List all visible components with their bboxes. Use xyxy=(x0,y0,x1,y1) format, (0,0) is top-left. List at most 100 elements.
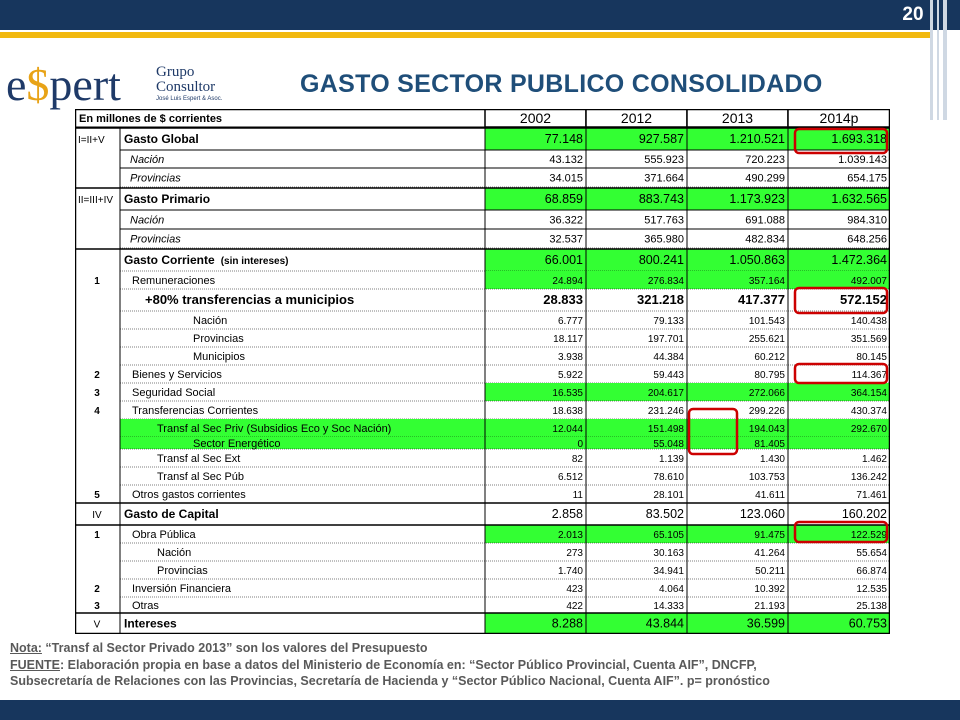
row-value: 720.223 xyxy=(745,154,785,166)
row-code: 3 xyxy=(94,601,100,612)
row-value: 44.384 xyxy=(653,352,684,363)
row-value: 55.654 xyxy=(856,548,887,559)
row-value: 65.105 xyxy=(653,530,684,541)
decorative-stripe xyxy=(937,0,939,120)
row-value: 422 xyxy=(566,601,583,612)
row-value: 82 xyxy=(572,454,584,465)
row-value: 71.461 xyxy=(856,490,887,501)
row-value: 4.064 xyxy=(659,584,684,595)
row-label: Inversión Financiera xyxy=(132,583,232,595)
red-highlight-box xyxy=(687,407,739,456)
row-label: Transferencias Corrientes xyxy=(132,405,259,417)
row-value: 492.007 xyxy=(851,276,888,287)
row-value: 59.443 xyxy=(653,370,684,381)
row-value: 423 xyxy=(566,584,583,595)
row-label: Provincias xyxy=(193,333,244,345)
row-value: 1.210.521 xyxy=(729,132,785,146)
row-value: 927.587 xyxy=(639,132,684,146)
row-value: 68.859 xyxy=(545,192,583,206)
source-line: FUENTE: Elaboración propia en base a dat… xyxy=(10,657,950,674)
row-label: Gasto Global xyxy=(124,132,199,146)
row-value: 16.535 xyxy=(552,388,583,399)
row-value: 123.060 xyxy=(740,507,785,521)
row-value: 482.834 xyxy=(745,234,785,246)
row-value: 32.537 xyxy=(549,234,583,246)
row-value: 299.226 xyxy=(749,406,786,417)
row-value: 91.475 xyxy=(754,530,785,541)
row-value: 1.740 xyxy=(558,566,583,577)
year-header: 2013 xyxy=(722,110,753,126)
logo-line1: Grupo xyxy=(156,64,194,80)
row-label: Gasto Primario xyxy=(124,192,210,206)
bottom-bar xyxy=(0,700,960,720)
row-code: 5 xyxy=(94,490,100,501)
row-value: 800.241 xyxy=(639,253,684,267)
row-value: 81.405 xyxy=(754,439,785,450)
row-value: 6.512 xyxy=(558,472,583,483)
row-label: Nación xyxy=(193,315,227,327)
row-value: 365.980 xyxy=(644,234,684,246)
logo-line2: Consultor xyxy=(156,79,215,95)
row-label: Seguridad Social xyxy=(132,387,215,399)
year-header: 2002 xyxy=(520,110,551,126)
row-code: 4 xyxy=(94,406,100,417)
row-highlight-fill xyxy=(120,437,890,449)
row-label: Otras xyxy=(132,600,159,612)
red-highlight-box xyxy=(793,127,889,155)
row-value: 490.299 xyxy=(745,173,785,185)
row-value: 60.212 xyxy=(754,352,785,363)
row-code: 1 xyxy=(94,276,100,287)
row-label: Gasto Corriente (sin intereses) xyxy=(124,253,289,267)
row-value: 18.638 xyxy=(552,406,583,417)
row-label: Bienes y Servicios xyxy=(132,369,222,381)
row-value: 6.777 xyxy=(558,316,583,327)
row-value: 34.941 xyxy=(653,566,684,577)
note-line: Nota: “Transf al Sector Privado 2013” so… xyxy=(10,640,950,657)
row-label: Transf al Sec Púb xyxy=(157,471,244,483)
row-value: 43.844 xyxy=(646,617,684,631)
footnotes: Nota: “Transf al Sector Privado 2013” so… xyxy=(10,640,950,690)
row-value: 351.569 xyxy=(851,334,888,345)
row-value: 43.132 xyxy=(549,154,583,166)
row-value: 14.333 xyxy=(653,601,684,612)
row-code: 3 xyxy=(94,388,100,399)
row-value: 10.392 xyxy=(754,584,785,595)
row-value: 36.322 xyxy=(549,215,583,227)
row-code: 1 xyxy=(94,530,100,541)
row-value: 24.894 xyxy=(552,276,583,287)
row-value: 122.529 xyxy=(851,530,888,541)
espert-logo: e$pert Grupo Consultor José Luis Espert … xyxy=(6,52,236,122)
row-value: 103.753 xyxy=(749,472,786,483)
page-title: GASTO SECTOR PUBLICO CONSOLIDADO xyxy=(300,70,823,98)
row-code: V xyxy=(94,620,101,631)
row-code: 2 xyxy=(94,370,100,381)
logo-line3: José Luis Espert & Asoc. xyxy=(156,96,223,102)
row-value: 41.264 xyxy=(754,548,785,559)
gold-accent-line xyxy=(0,32,930,38)
row-label: Provincias xyxy=(130,234,181,246)
note-text: “Transf al Sector Privado 2013” son los … xyxy=(41,641,428,655)
row-label: Nación xyxy=(130,154,164,166)
row-value: 572.152 xyxy=(840,292,887,307)
row-code: I=II+V xyxy=(78,135,105,146)
row-value: 1.632.565 xyxy=(831,192,887,206)
row-code: IV xyxy=(92,510,102,521)
row-label: Transf al Sec Priv (Subsidios Eco y Soc … xyxy=(157,423,391,435)
row-value: 80.795 xyxy=(754,370,785,381)
decorative-stripe xyxy=(930,0,933,120)
row-value: 78.610 xyxy=(653,472,684,483)
row-value: 231.246 xyxy=(648,406,685,417)
row-value: 12.535 xyxy=(856,584,887,595)
row-value: 55.048 xyxy=(653,439,684,450)
row-value: 417.377 xyxy=(738,292,785,307)
row-value: 691.088 xyxy=(745,215,785,227)
row-value: 34.015 xyxy=(549,173,583,185)
row-value: 18.117 xyxy=(553,334,583,345)
row-label: Municipios xyxy=(193,351,245,363)
row-value: 984.310 xyxy=(847,215,887,227)
row-label: Otros gastos corrientes xyxy=(132,489,246,501)
row-value: 11 xyxy=(573,490,584,501)
row-value: 517.763 xyxy=(644,215,684,227)
row-label: Nación xyxy=(130,215,164,227)
row-value: 654.175 xyxy=(847,173,887,185)
